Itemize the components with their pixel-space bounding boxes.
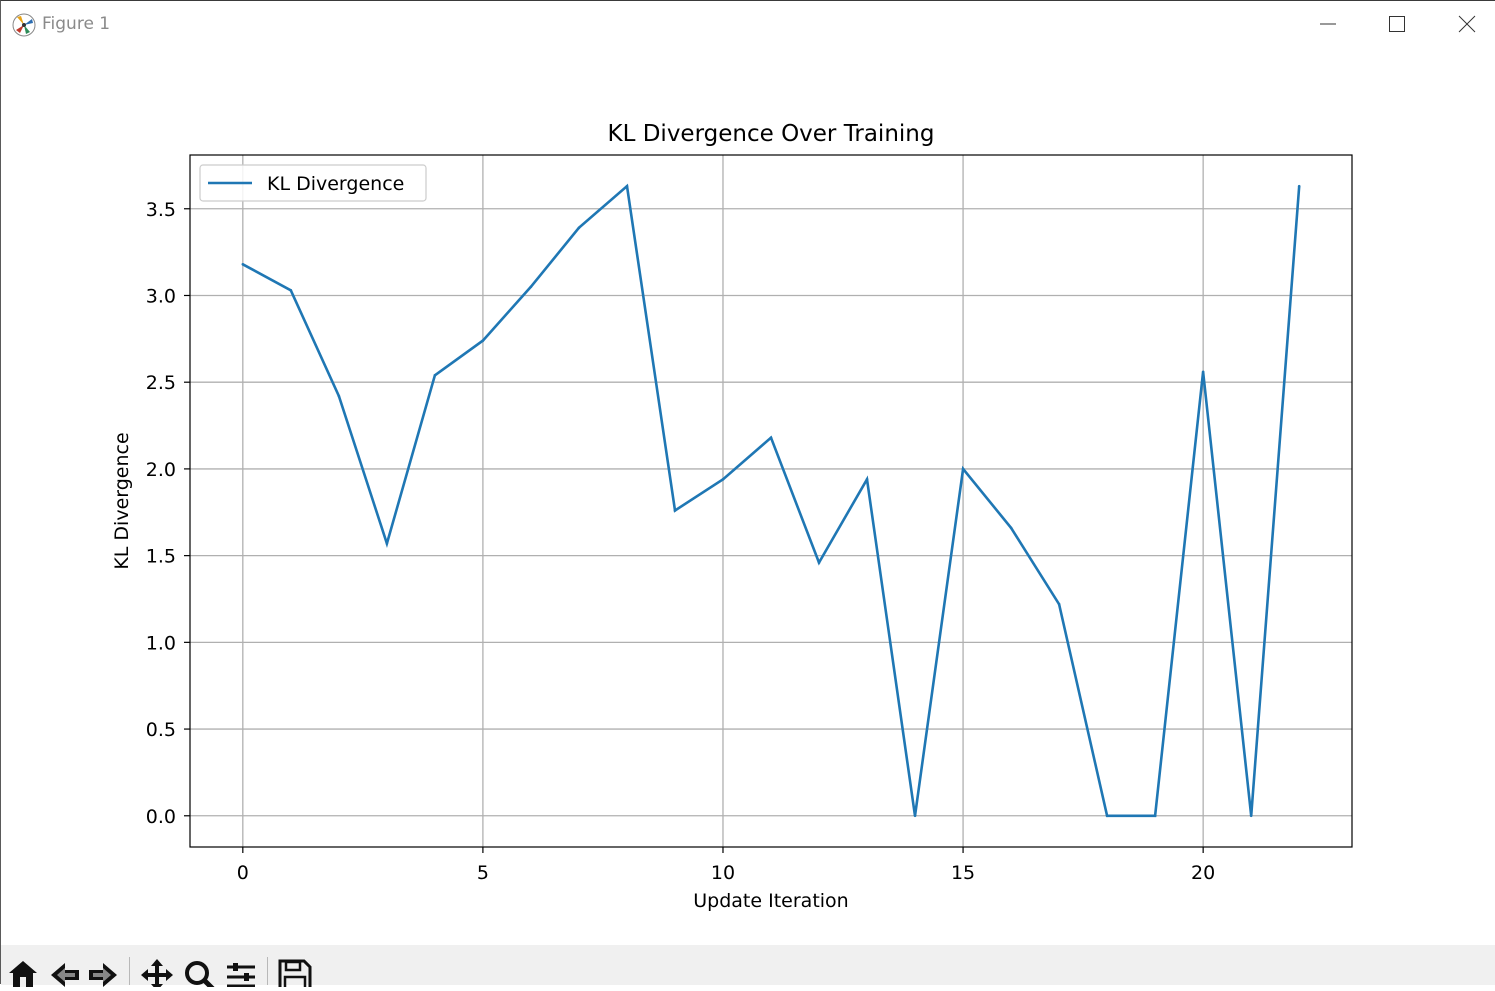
save-icon: [278, 959, 312, 991]
data-point: [529, 285, 533, 289]
forward-icon: [89, 963, 117, 987]
back-button[interactable]: [47, 957, 83, 987]
grid: [190, 155, 1352, 847]
back-icon: [51, 963, 79, 987]
legend-label: KL Divergence: [267, 173, 404, 195]
data-point: [817, 561, 821, 564]
data-point: [961, 467, 965, 471]
line-chart: 0 5 10 15 20 0.0 0.5 1.0 1.5 2.0 2.5 3.0 3.5 KL Dive…: [111, 121, 1353, 912]
data-point: [673, 509, 677, 512]
configure-subplots-button[interactable]: [223, 957, 259, 988]
navigation-toolbar: [1, 945, 1495, 991]
data-point: [289, 288, 293, 292]
close-button[interactable]: [1432, 1, 1495, 47]
configure-subplots-icon: [227, 963, 255, 988]
data-point: [769, 436, 773, 439]
data-point: [1297, 184, 1301, 188]
maximize-icon: [1389, 16, 1405, 32]
x-axis-label: Update Iteration: [693, 890, 848, 912]
x-tick-label: 0: [237, 862, 249, 884]
maximize-button[interactable]: [1362, 1, 1432, 47]
toolbar-separator: [267, 957, 268, 985]
y-tick-label: 1.0: [146, 632, 176, 654]
pan-button[interactable]: [139, 957, 175, 991]
data-point: [337, 394, 341, 398]
close-icon: [1458, 15, 1476, 33]
x-tick-label: 20: [1191, 862, 1215, 884]
y-tick-label: 2.0: [146, 459, 176, 481]
figure-canvas[interactable]: 0 5 10 15 20 0.0 0.5 1.0 1.5 2.0 2.5 3.0 3.5 KL Dive…: [1, 47, 1495, 945]
data-point: [1153, 814, 1157, 818]
y-tick-label: 1.5: [146, 546, 176, 568]
data-point: [1009, 526, 1013, 530]
data-point: [625, 184, 629, 188]
data-point: [1057, 602, 1061, 606]
data-point: [1105, 814, 1109, 818]
series-layer: [241, 183, 1301, 818]
x-tick-label: 15: [951, 862, 975, 884]
data-point: [721, 478, 725, 481]
forward-button[interactable]: [85, 957, 121, 987]
y-tick-label: 0.5: [146, 719, 176, 741]
minimize-icon: [1320, 23, 1336, 25]
y-tick-label: 0.0: [146, 806, 176, 828]
chart-title: KL Divergence Over Training: [608, 121, 935, 147]
series-line: [242, 183, 1301, 818]
y-tick-label: 3.0: [146, 285, 176, 307]
title-bar[interactable]: Figure 1: [1, 1, 1495, 47]
toolbar-separator: [129, 957, 130, 985]
data-point: [385, 542, 389, 545]
data-point: [1249, 814, 1253, 818]
x-tick-label: 5: [477, 862, 489, 884]
data-point: [865, 478, 869, 481]
matplotlib-icon: [12, 13, 36, 37]
zoom-button[interactable]: [181, 957, 217, 991]
home-button[interactable]: [5, 957, 41, 987]
y-tick-label: 2.5: [146, 372, 176, 394]
y-tick-label: 3.5: [146, 199, 176, 221]
minimize-button[interactable]: [1293, 1, 1363, 47]
pan-icon: [141, 959, 173, 991]
axes-frame: [189, 154, 1353, 848]
save-button[interactable]: [277, 957, 313, 991]
legend-box: [199, 164, 427, 202]
data-point: [481, 339, 485, 342]
data-point: [913, 814, 917, 818]
home-icon: [9, 961, 37, 987]
ticks: 0 5 10 15 20 0.0 0.5 1.0 1.5 2.0 2.5 3.0 3.5: [146, 199, 1215, 884]
data-point: [1201, 370, 1205, 374]
window-title: Figure 1: [42, 14, 111, 34]
x-tick-label: 10: [711, 862, 735, 884]
data-point: [433, 373, 437, 377]
data-point: [241, 262, 245, 266]
data-point: [577, 226, 581, 230]
legend: KL Divergence: [199, 164, 427, 202]
y-axis-label: KL Divergence: [111, 432, 133, 569]
zoom-icon: [185, 961, 215, 991]
